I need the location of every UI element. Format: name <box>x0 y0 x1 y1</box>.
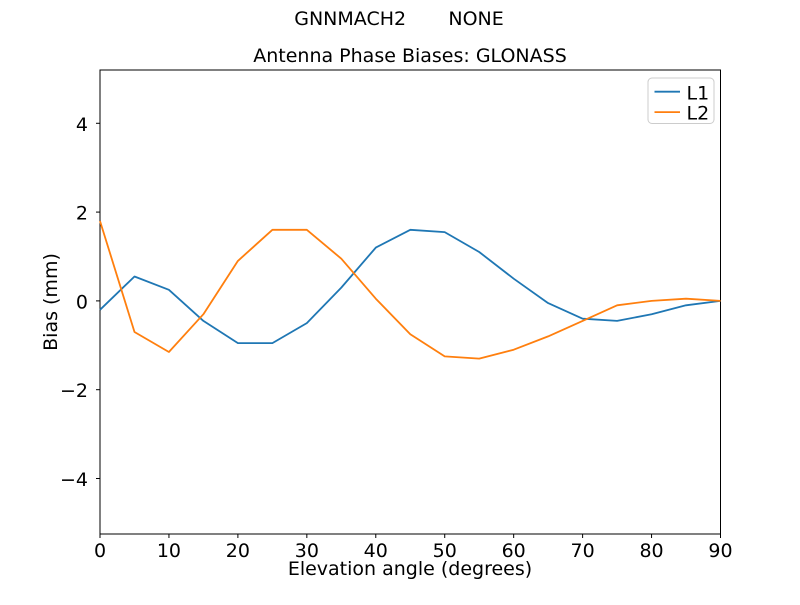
legend-label-l2: L2 <box>687 103 710 125</box>
series-line-l1 <box>99 228 721 345</box>
series-line-l2 <box>99 220 721 360</box>
x-axis-tick-label: 90 <box>708 540 732 562</box>
x-axis-tick-label: 30 <box>295 540 319 562</box>
x-axis-tick-label: 10 <box>157 540 181 562</box>
y-axis-tick-label: −2 <box>60 380 88 402</box>
axes-frame <box>99 69 721 535</box>
x-axis-tick-label: 60 <box>502 540 526 562</box>
x-axis-tick-label: 50 <box>433 540 457 562</box>
legend-label-l1: L1 <box>687 82 710 104</box>
chart-title: Antenna Phase Biases: GLONASS <box>253 45 567 67</box>
y-axis-tick-label: 4 <box>76 114 88 136</box>
x-axis-tick-label: 20 <box>226 540 250 562</box>
x-axis-tick-label: 0 <box>94 540 106 562</box>
figure-suptitle: GNNMACH2 NONE <box>294 8 504 30</box>
plot-area: 0 10 20 30 40 50 60 70 80 90 −4 −2 0 2 4 <box>60 69 733 562</box>
y-axis-tick-label: 2 <box>76 203 88 225</box>
y-axis-tick-label: −4 <box>60 469 88 491</box>
x-axis-label: Elevation angle (degrees) <box>288 558 532 580</box>
x-axis-tick-label: 80 <box>639 540 663 562</box>
y-axis-label: Bias (mm) <box>40 253 62 351</box>
x-axis-tick-label: 40 <box>364 540 388 562</box>
x-axis-tick-label: 70 <box>571 540 595 562</box>
y-axis-tick-label: 0 <box>76 291 88 313</box>
